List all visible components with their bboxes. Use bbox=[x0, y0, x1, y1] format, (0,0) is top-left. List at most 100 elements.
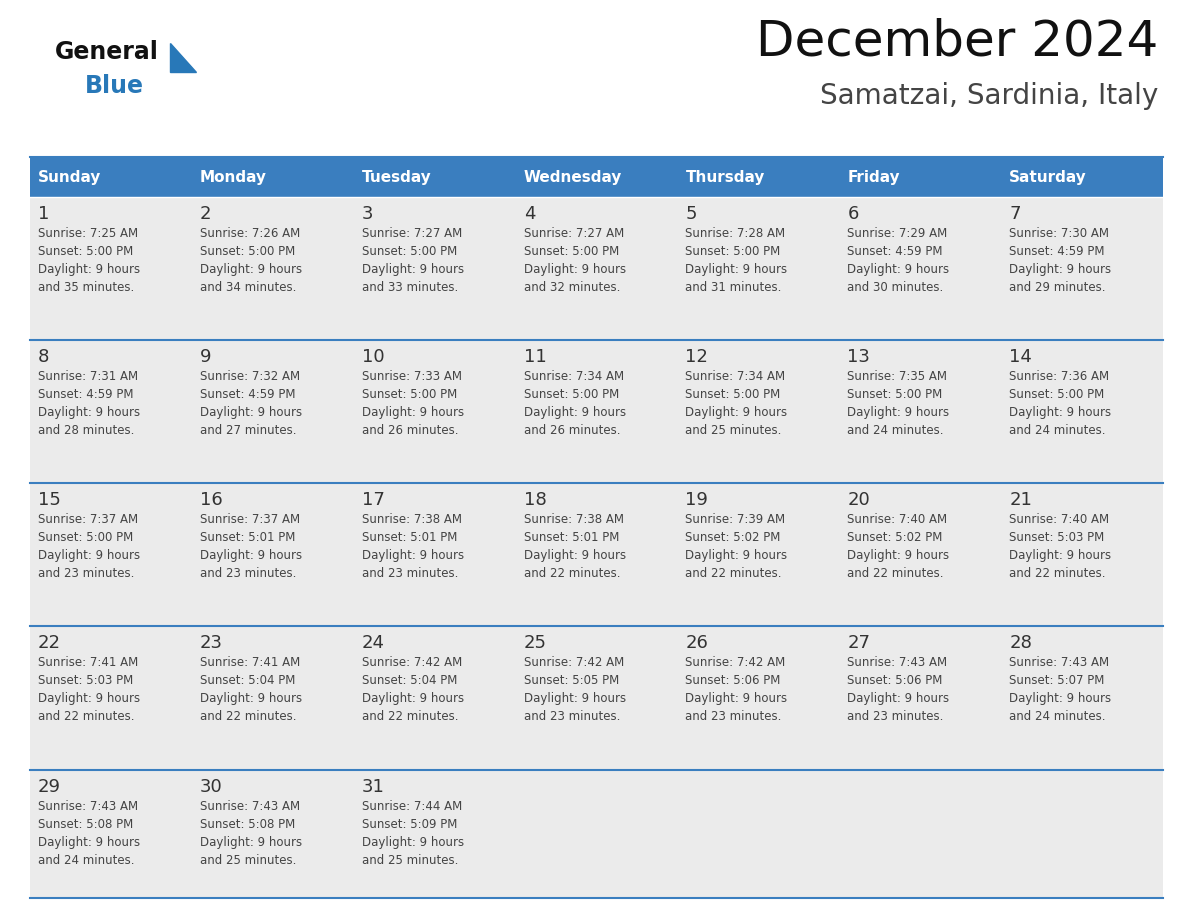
Text: Daylight: 9 hours: Daylight: 9 hours bbox=[685, 692, 788, 706]
Text: Sunset: 5:00 PM: Sunset: 5:00 PM bbox=[38, 245, 133, 258]
Text: Sunset: 5:00 PM: Sunset: 5:00 PM bbox=[361, 388, 457, 401]
Text: Daylight: 9 hours: Daylight: 9 hours bbox=[524, 263, 626, 276]
Text: and 25 minutes.: and 25 minutes. bbox=[361, 854, 459, 867]
Text: Sunrise: 7:38 AM: Sunrise: 7:38 AM bbox=[524, 513, 624, 526]
Text: 5: 5 bbox=[685, 205, 697, 223]
Text: Sunday: Sunday bbox=[38, 170, 101, 185]
Text: Sunset: 5:01 PM: Sunset: 5:01 PM bbox=[361, 532, 457, 544]
Text: 16: 16 bbox=[200, 491, 222, 509]
Text: and 22 minutes.: and 22 minutes. bbox=[1009, 567, 1106, 580]
Text: Sunset: 5:04 PM: Sunset: 5:04 PM bbox=[200, 675, 296, 688]
Text: and 23 minutes.: and 23 minutes. bbox=[38, 567, 134, 580]
Text: Daylight: 9 hours: Daylight: 9 hours bbox=[361, 692, 463, 706]
Text: Sunrise: 7:40 AM: Sunrise: 7:40 AM bbox=[1009, 513, 1110, 526]
Text: Daylight: 9 hours: Daylight: 9 hours bbox=[1009, 692, 1111, 706]
Text: and 35 minutes.: and 35 minutes. bbox=[38, 281, 134, 294]
Text: Sunset: 5:02 PM: Sunset: 5:02 PM bbox=[847, 532, 942, 544]
Text: and 22 minutes.: and 22 minutes. bbox=[685, 567, 782, 580]
Text: and 22 minutes.: and 22 minutes. bbox=[361, 711, 459, 723]
Text: Daylight: 9 hours: Daylight: 9 hours bbox=[685, 549, 788, 563]
Text: Sunrise: 7:37 AM: Sunrise: 7:37 AM bbox=[200, 513, 301, 526]
Text: 24: 24 bbox=[361, 634, 385, 653]
Text: 15: 15 bbox=[38, 491, 61, 509]
Text: Sunrise: 7:41 AM: Sunrise: 7:41 AM bbox=[200, 656, 301, 669]
Text: Sunrise: 7:35 AM: Sunrise: 7:35 AM bbox=[847, 370, 947, 383]
Text: and 24 minutes.: and 24 minutes. bbox=[1009, 424, 1106, 437]
Text: and 34 minutes.: and 34 minutes. bbox=[200, 281, 296, 294]
Bar bbox=[30, 197, 1163, 341]
Text: Sunset: 5:00 PM: Sunset: 5:00 PM bbox=[38, 532, 133, 544]
Text: Sunrise: 7:37 AM: Sunrise: 7:37 AM bbox=[38, 513, 138, 526]
Text: General: General bbox=[55, 40, 159, 64]
Text: Sunset: 5:04 PM: Sunset: 5:04 PM bbox=[361, 675, 457, 688]
Text: Sunset: 5:00 PM: Sunset: 5:00 PM bbox=[524, 388, 619, 401]
Text: 21: 21 bbox=[1009, 491, 1032, 509]
Text: and 25 minutes.: and 25 minutes. bbox=[200, 854, 296, 867]
Text: and 25 minutes.: and 25 minutes. bbox=[685, 424, 782, 437]
Text: Sunrise: 7:41 AM: Sunrise: 7:41 AM bbox=[38, 656, 138, 669]
Text: Sunset: 5:02 PM: Sunset: 5:02 PM bbox=[685, 532, 781, 544]
Text: Sunset: 5:01 PM: Sunset: 5:01 PM bbox=[524, 532, 619, 544]
Text: Sunrise: 7:39 AM: Sunrise: 7:39 AM bbox=[685, 513, 785, 526]
Bar bbox=[30, 769, 1163, 898]
Text: 30: 30 bbox=[200, 778, 222, 796]
Text: Sunset: 5:00 PM: Sunset: 5:00 PM bbox=[200, 245, 295, 258]
Text: and 28 minutes.: and 28 minutes. bbox=[38, 424, 134, 437]
Bar bbox=[30, 626, 1163, 769]
Text: Sunset: 5:07 PM: Sunset: 5:07 PM bbox=[1009, 675, 1105, 688]
Text: 4: 4 bbox=[524, 205, 535, 223]
Bar bbox=[30, 483, 1163, 626]
Text: Sunset: 5:00 PM: Sunset: 5:00 PM bbox=[524, 245, 619, 258]
Text: and 26 minutes.: and 26 minutes. bbox=[524, 424, 620, 437]
Text: and 23 minutes.: and 23 minutes. bbox=[685, 711, 782, 723]
Text: Sunrise: 7:43 AM: Sunrise: 7:43 AM bbox=[1009, 656, 1110, 669]
Text: Sunrise: 7:30 AM: Sunrise: 7:30 AM bbox=[1009, 227, 1110, 240]
Text: Sunrise: 7:43 AM: Sunrise: 7:43 AM bbox=[38, 800, 138, 812]
Text: Sunset: 5:09 PM: Sunset: 5:09 PM bbox=[361, 818, 457, 831]
Text: and 23 minutes.: and 23 minutes. bbox=[847, 711, 943, 723]
Text: 9: 9 bbox=[200, 348, 211, 366]
Text: and 22 minutes.: and 22 minutes. bbox=[38, 711, 134, 723]
Text: and 33 minutes.: and 33 minutes. bbox=[361, 281, 457, 294]
Text: 13: 13 bbox=[847, 348, 870, 366]
Text: Sunset: 5:00 PM: Sunset: 5:00 PM bbox=[685, 245, 781, 258]
Text: Sunset: 5:01 PM: Sunset: 5:01 PM bbox=[200, 532, 296, 544]
Text: 26: 26 bbox=[685, 634, 708, 653]
Text: Sunrise: 7:34 AM: Sunrise: 7:34 AM bbox=[524, 370, 624, 383]
Text: Daylight: 9 hours: Daylight: 9 hours bbox=[38, 263, 140, 276]
Text: 6: 6 bbox=[847, 205, 859, 223]
Text: Sunset: 5:00 PM: Sunset: 5:00 PM bbox=[1009, 388, 1105, 401]
Text: 23: 23 bbox=[200, 634, 223, 653]
Text: Sunrise: 7:43 AM: Sunrise: 7:43 AM bbox=[200, 800, 301, 812]
Text: Daylight: 9 hours: Daylight: 9 hours bbox=[200, 263, 302, 276]
Text: and 23 minutes.: and 23 minutes. bbox=[361, 567, 459, 580]
Text: 3: 3 bbox=[361, 205, 373, 223]
Text: Daylight: 9 hours: Daylight: 9 hours bbox=[361, 406, 463, 420]
Text: Saturday: Saturday bbox=[1009, 170, 1087, 185]
Text: Sunset: 5:05 PM: Sunset: 5:05 PM bbox=[524, 675, 619, 688]
Text: Daylight: 9 hours: Daylight: 9 hours bbox=[38, 406, 140, 420]
Text: and 24 minutes.: and 24 minutes. bbox=[38, 854, 134, 867]
Text: Sunset: 5:03 PM: Sunset: 5:03 PM bbox=[38, 675, 133, 688]
Text: and 22 minutes.: and 22 minutes. bbox=[847, 567, 943, 580]
Text: Daylight: 9 hours: Daylight: 9 hours bbox=[1009, 549, 1111, 563]
Text: Sunrise: 7:40 AM: Sunrise: 7:40 AM bbox=[847, 513, 947, 526]
Text: Sunrise: 7:43 AM: Sunrise: 7:43 AM bbox=[847, 656, 947, 669]
Text: Sunset: 4:59 PM: Sunset: 4:59 PM bbox=[38, 388, 133, 401]
Text: Daylight: 9 hours: Daylight: 9 hours bbox=[361, 263, 463, 276]
Text: Sunrise: 7:36 AM: Sunrise: 7:36 AM bbox=[1009, 370, 1110, 383]
Text: and 23 minutes.: and 23 minutes. bbox=[524, 711, 620, 723]
Text: Daylight: 9 hours: Daylight: 9 hours bbox=[38, 835, 140, 848]
Text: Daylight: 9 hours: Daylight: 9 hours bbox=[847, 263, 949, 276]
Text: Daylight: 9 hours: Daylight: 9 hours bbox=[200, 835, 302, 848]
Text: Daylight: 9 hours: Daylight: 9 hours bbox=[200, 692, 302, 706]
Text: Wednesday: Wednesday bbox=[524, 170, 623, 185]
Text: 31: 31 bbox=[361, 778, 385, 796]
Text: 22: 22 bbox=[38, 634, 61, 653]
Text: Daylight: 9 hours: Daylight: 9 hours bbox=[524, 692, 626, 706]
Text: Sunrise: 7:42 AM: Sunrise: 7:42 AM bbox=[361, 656, 462, 669]
Text: Daylight: 9 hours: Daylight: 9 hours bbox=[1009, 263, 1111, 276]
Text: Sunrise: 7:33 AM: Sunrise: 7:33 AM bbox=[361, 370, 462, 383]
Text: Daylight: 9 hours: Daylight: 9 hours bbox=[524, 549, 626, 563]
Text: Sunset: 5:06 PM: Sunset: 5:06 PM bbox=[847, 675, 942, 688]
